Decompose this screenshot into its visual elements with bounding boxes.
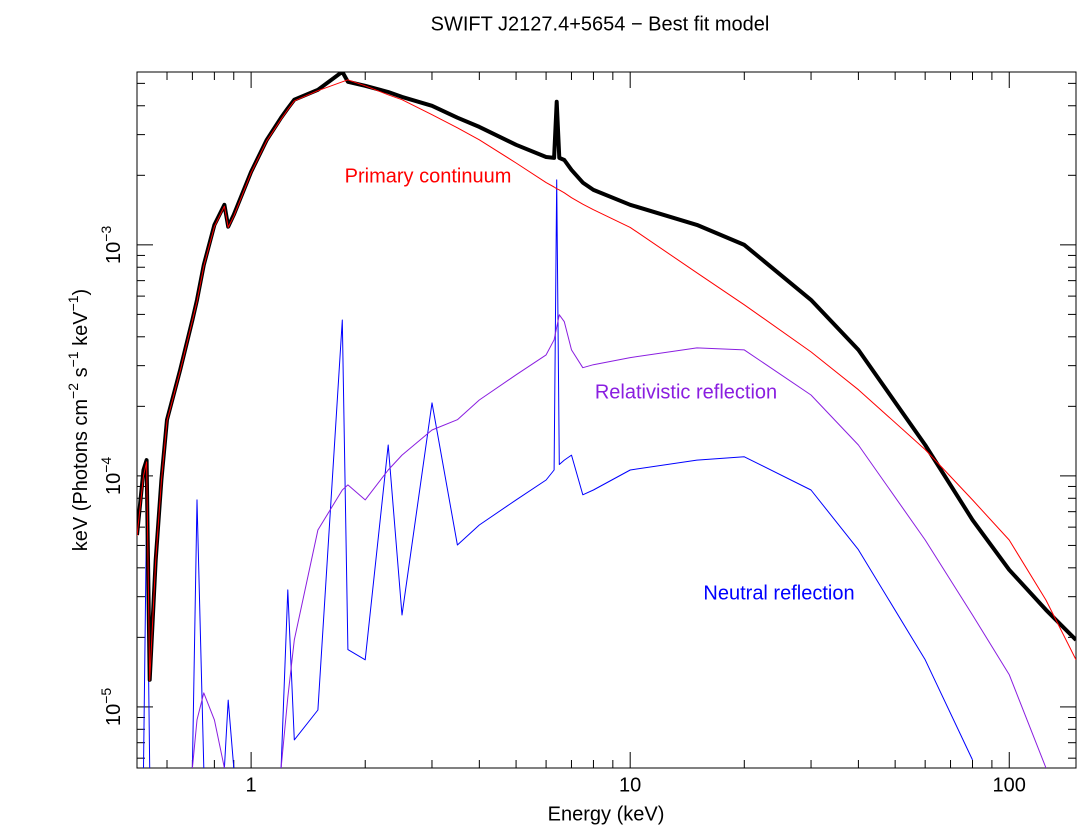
annotation: Primary continuum	[345, 165, 512, 187]
y-axis-label-part: s	[70, 367, 92, 383]
y-tick-label: 10−4	[98, 457, 126, 495]
y-axis-label-part: )	[70, 289, 92, 296]
y-tick-label: 10−5	[98, 688, 126, 726]
y-axis-label-part: −2	[65, 383, 81, 399]
plot-frame	[136, 71, 1077, 769]
y-axis-label-part: −1	[65, 295, 81, 311]
annotation: Relativistic reflection	[595, 381, 777, 403]
series-line	[191, 314, 1047, 768]
x-tick-label: 100	[993, 774, 1026, 796]
series-line	[137, 79, 1076, 682]
x-axis-label: Energy (keV)	[548, 803, 665, 825]
series-line	[143, 179, 973, 768]
y-axis-label-part: −1	[65, 351, 81, 367]
series-line	[137, 72, 1076, 682]
x-tick-label: 10	[619, 774, 641, 796]
y-axis-label-part: keV	[70, 311, 92, 352]
annotation: Neutral reflection	[703, 582, 854, 604]
y-axis-label: keV (Photons cm−2 s−1 keV−1)	[65, 289, 93, 551]
x-tick-label: 1	[246, 774, 257, 796]
y-tick-label: 10−3	[98, 226, 126, 264]
y-axis-label-part: keV (Photons cm	[70, 399, 92, 551]
chart-title: SWIFT J2127.4+5654 − Best fit model	[431, 13, 770, 35]
plot-lines	[137, 72, 1076, 768]
